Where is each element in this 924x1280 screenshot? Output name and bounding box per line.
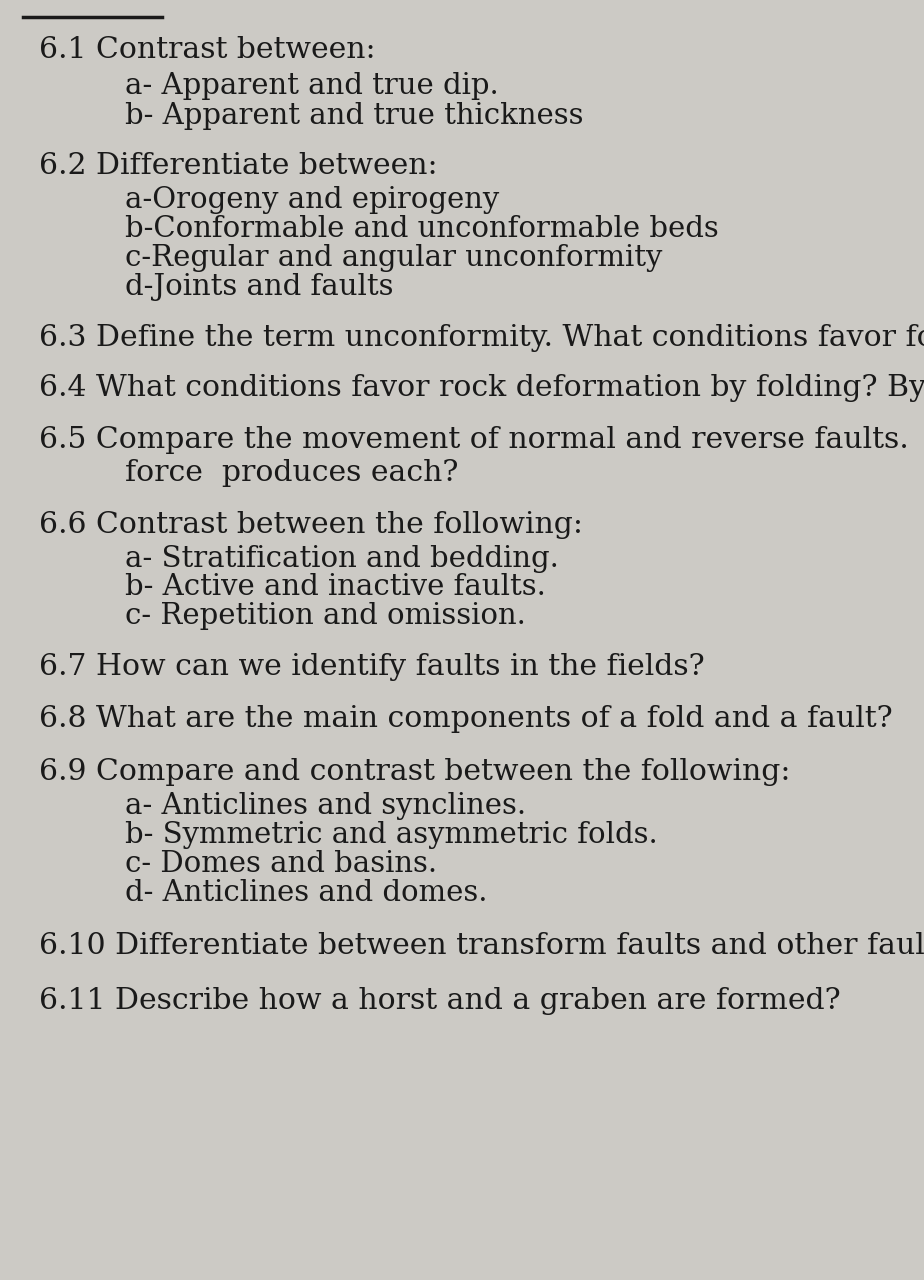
Text: 6.3 Define the term unconformity. What conditions favor for its formation?: 6.3 Define the term unconformity. What c…: [39, 324, 924, 352]
Text: 6.1 Contrast between:: 6.1 Contrast between:: [39, 36, 375, 64]
Text: a- Anticlines and synclines.: a- Anticlines and synclines.: [125, 792, 526, 820]
Text: 6.9 Compare and contrast between the following:: 6.9 Compare and contrast between the fol…: [39, 758, 790, 786]
Text: a-Orogeny and epirogeny: a-Orogeny and epirogeny: [125, 186, 499, 214]
Text: b-Conformable and unconformable beds: b-Conformable and unconformable beds: [125, 215, 719, 243]
Text: c- Domes and basins.: c- Domes and basins.: [125, 850, 437, 878]
Text: 6.8 What are the main components of a fold and a fault?: 6.8 What are the main components of a fo…: [39, 705, 893, 733]
Text: c-Regular and angular unconformity: c-Regular and angular unconformity: [125, 243, 663, 271]
Text: c- Repetition and omission.: c- Repetition and omission.: [125, 603, 526, 630]
Text: d- Anticlines and domes.: d- Anticlines and domes.: [125, 878, 487, 906]
Text: 6.10 Differentiate between transform faults and other faults.: 6.10 Differentiate between transform fau…: [39, 932, 924, 960]
Text: b- Symmetric and asymmetric folds.: b- Symmetric and asymmetric folds.: [125, 822, 658, 849]
Text: 6.11 Describe how a horst and a graben are formed?: 6.11 Describe how a horst and a graben a…: [39, 987, 841, 1015]
Text: d-Joints and faults: d-Joints and faults: [125, 273, 394, 301]
Text: 6.6 Contrast between the following:: 6.6 Contrast between the following:: [39, 511, 583, 539]
Text: b- Apparent and true thickness: b- Apparent and true thickness: [125, 101, 583, 129]
Text: a- Apparent and true dip.: a- Apparent and true dip.: [125, 72, 498, 100]
Text: 6.2 Differentiate between:: 6.2 Differentiate between:: [39, 152, 437, 179]
Text: b- Active and inactive faults.: b- Active and inactive faults.: [125, 573, 545, 602]
Text: 6.5 Compare the movement of normal and reverse faults.  What type of: 6.5 Compare the movement of normal and r…: [39, 426, 924, 454]
Text: 6.4 What conditions favor rock deformation by folding? By faulting?: 6.4 What conditions favor rock deformati…: [39, 374, 924, 402]
Text: force  produces each?: force produces each?: [125, 460, 458, 486]
Text: a- Stratification and bedding.: a- Stratification and bedding.: [125, 545, 559, 572]
Text: 6.7 How can we identify faults in the fields?: 6.7 How can we identify faults in the fi…: [39, 653, 705, 681]
